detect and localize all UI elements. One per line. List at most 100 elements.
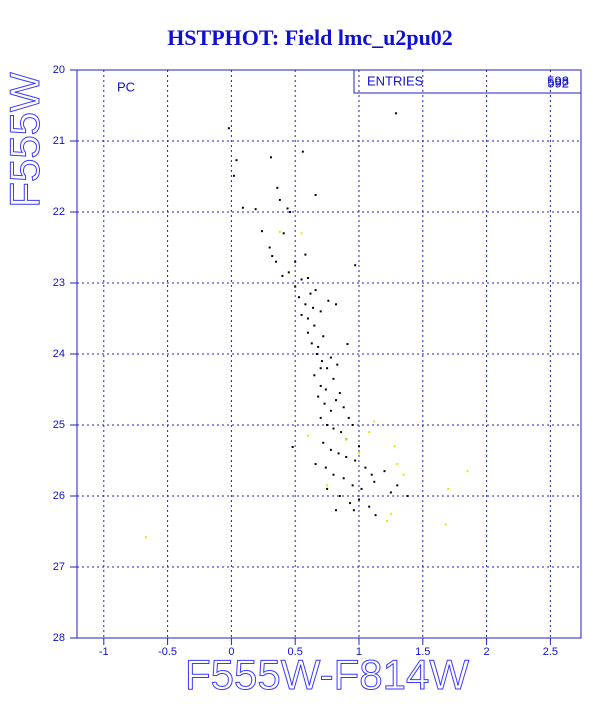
point [300, 278, 303, 281]
point [254, 208, 257, 211]
point [338, 495, 341, 497]
stats-value: 598 [547, 73, 569, 88]
point [332, 377, 335, 380]
point [241, 206, 244, 209]
chart-title: HSTPHOT: Field lmc_u2pu02 [167, 25, 453, 50]
point [342, 406, 345, 409]
point [227, 127, 230, 130]
point [347, 416, 350, 419]
annotation: PC [117, 79, 135, 94]
point [319, 367, 322, 370]
point [386, 519, 389, 522]
point [402, 473, 405, 476]
point [444, 523, 447, 526]
point [271, 255, 274, 258]
point [389, 512, 392, 515]
x-tick-label: 0 [228, 646, 234, 658]
point [324, 388, 327, 391]
point [144, 536, 147, 539]
point [396, 463, 399, 466]
point [313, 374, 316, 377]
point [289, 211, 292, 213]
point [329, 356, 332, 359]
x-tick-label: 0.5 [288, 646, 303, 658]
point [235, 159, 238, 162]
point [326, 487, 329, 490]
point [313, 324, 316, 327]
x-tick-label: 1.5 [415, 646, 430, 658]
stats-box [353, 69, 582, 94]
point [319, 416, 322, 419]
point [373, 480, 376, 483]
point [370, 473, 373, 476]
point [351, 424, 354, 426]
point [374, 514, 377, 517]
y-tick-label: 20 [53, 64, 65, 76]
point [329, 409, 332, 412]
point [319, 384, 322, 387]
point [351, 484, 354, 487]
point [357, 498, 360, 501]
point [322, 441, 325, 444]
point [354, 459, 357, 462]
x-tick-label: -0.5 [158, 646, 177, 658]
point [389, 491, 392, 494]
point [306, 277, 309, 280]
point [314, 463, 317, 466]
point [383, 470, 386, 473]
point [394, 112, 397, 115]
point [340, 431, 343, 434]
point [346, 343, 349, 346]
point [304, 253, 307, 256]
y-axis-label: F555W [1, 72, 48, 208]
point [276, 186, 279, 189]
point [323, 402, 326, 405]
point [278, 198, 281, 201]
point [342, 477, 345, 480]
point [320, 360, 323, 363]
point [319, 310, 322, 313]
point [275, 260, 278, 263]
point [294, 285, 297, 288]
point [332, 473, 335, 476]
point [326, 424, 329, 426]
x-tick-label: -1 [99, 646, 109, 658]
point [291, 446, 294, 449]
point [232, 174, 235, 177]
point [393, 445, 396, 448]
point [281, 274, 284, 277]
point [357, 452, 360, 455]
y-tick-label: 23 [53, 277, 65, 289]
point [268, 246, 271, 249]
point [345, 438, 348, 441]
point [324, 466, 327, 469]
point [261, 230, 264, 233]
point [447, 487, 450, 490]
point [314, 289, 317, 292]
point [287, 271, 290, 274]
point [301, 150, 304, 153]
point [304, 303, 307, 306]
point [326, 367, 329, 370]
point [368, 505, 371, 508]
point [337, 452, 340, 455]
point [300, 232, 303, 235]
point [282, 232, 285, 235]
point [298, 296, 301, 299]
y-tick-label: 28 [53, 632, 65, 644]
point [364, 466, 367, 469]
point [269, 156, 272, 159]
y-tick-label: 22 [53, 206, 65, 218]
point [315, 353, 318, 355]
point [309, 292, 312, 295]
x-axis-label: F555W-F814W [185, 651, 469, 698]
point [360, 487, 363, 490]
y-tick-label: 24 [53, 348, 65, 360]
point [466, 470, 469, 473]
point [278, 230, 281, 233]
y-tick-label: 25 [53, 419, 65, 431]
point [335, 509, 338, 512]
stats-label: ENTRIES [367, 73, 424, 88]
point [322, 335, 325, 338]
